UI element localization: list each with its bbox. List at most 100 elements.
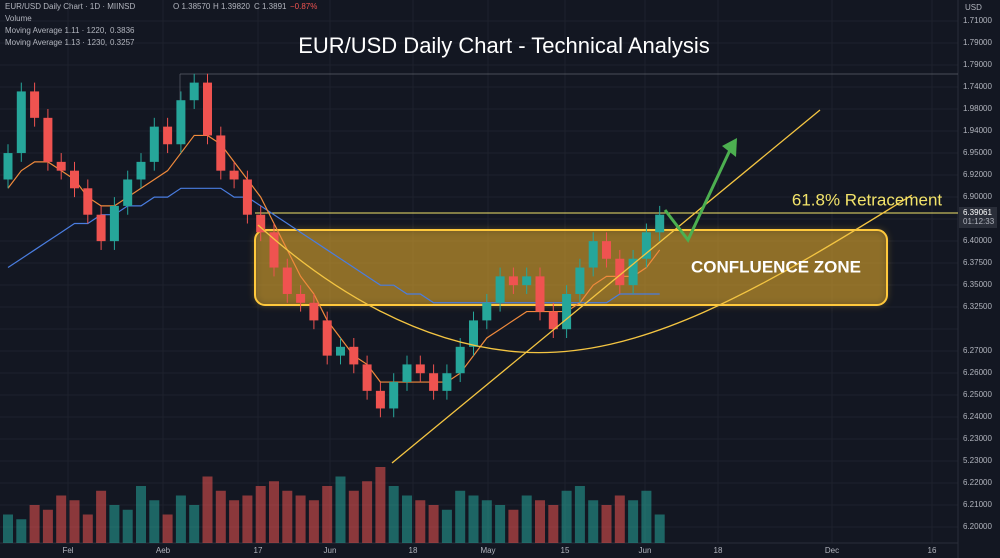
ohlc: C 1.3891 [254,2,287,11]
y-tick-label: 1.98000 [963,104,992,113]
y-tick-label: 1.79000 [963,60,992,69]
legend-item: Moving Average 1.11 · 1220, [5,26,107,35]
arrow-path [663,149,732,243]
y-tick-label: 6.21000 [963,500,992,509]
ohlc: H 1.39820 [213,2,250,11]
legend-value: 0.3257 [110,38,135,47]
volume-bar [441,509,452,543]
volume-bar [428,505,439,543]
candle-body [163,126,173,145]
candle-body [16,91,26,154]
y-tick-label: 6.26000 [963,368,992,377]
y-tick-label: 6.95000 [963,148,992,157]
volume-bar [82,514,93,543]
x-tick-label: 18 [714,546,723,555]
volume-bar [3,514,13,543]
volume-bar [495,505,506,543]
volume-bar [348,490,359,543]
volume-bar [641,490,652,543]
volume-bar [375,467,386,543]
candle-body [109,205,119,242]
candle-body [269,232,279,268]
x-tick-label: 16 [928,546,937,555]
volume-bar [42,509,53,543]
candle-body [522,276,532,286]
y-tick-label: 1.71000 [963,16,992,25]
y-tick-label: 6.24000 [963,412,992,421]
candle-body [628,258,638,286]
volume-bar [362,481,373,543]
trend-line [391,109,821,464]
candle-body [83,188,93,215]
x-tick-label: Jun [324,546,337,555]
candle-body [149,126,159,162]
volume-bar [628,500,639,543]
candle-body [43,117,53,162]
candle-body [203,82,212,136]
volume-bar [109,505,120,543]
candle-body [282,267,292,294]
volume-bar [69,500,80,543]
x-tick-label: 15 [561,546,570,555]
candle-body [189,82,199,101]
x-tick-label: 17 [254,546,263,555]
volume-bar [335,476,346,543]
candle-body [362,364,372,391]
x-tick-label: Aeb [156,546,171,555]
arc-curve [257,194,913,354]
candle-body [296,293,306,303]
y-tick-label: 1.94000 [963,126,992,135]
volume-bar [136,486,146,543]
candle-body [402,364,412,383]
legend-item: Moving Average 1.13 · 1230, [5,38,107,47]
moving-average [7,134,661,383]
volume-bar [229,500,240,543]
volume-bar [189,505,200,543]
volume-bar [149,500,160,543]
candle-body [30,91,40,118]
volume-bar [202,476,213,543]
candle-body [216,135,226,171]
y-tick-label: 6.37500 [963,258,992,267]
volume-bar [308,500,319,543]
candle-body [641,232,651,259]
y-tick-label: 6.25000 [963,390,992,399]
candle-body [415,364,425,374]
volume-bar [388,486,399,543]
candle-body [389,382,399,409]
y-tick-label: 6.32500 [963,302,992,311]
volume-bar [614,495,625,543]
candle-body [123,179,133,206]
candle-body [96,214,106,242]
x-tick-label: Dec [825,546,839,555]
candle-body [455,346,465,374]
ohlc: O 1.38570 [173,2,211,11]
volume-bar [255,486,266,543]
y-tick-label: 6.20000 [963,522,992,531]
volume-bar [468,495,479,543]
symbol: EUR/USD Daily Chart · 1D · MIINSD [5,2,135,11]
candle-body [588,241,598,268]
zone-label: CONFLUENCE ZONE [691,257,861,276]
volume-bar [588,500,599,543]
volume-bar [561,490,572,543]
x-tick-label: May [480,546,495,555]
candle-body [469,320,478,347]
candle-body [482,302,492,321]
candle-body [336,346,345,356]
candle-body [442,373,452,391]
volume-bar [322,486,333,543]
volume-bar [56,495,67,543]
candle-body [176,100,186,145]
volume-bar [574,486,585,543]
candle-body [136,161,146,180]
volume-bar [455,490,466,543]
chart-title: EUR/USD Daily Chart - Technical Analysis [298,33,710,58]
candle-layer [3,73,665,418]
y-tick-label: 6.23000 [963,434,992,443]
zone-glow [255,230,887,305]
y-tick-label: 6.40000 [963,236,992,245]
volume-bar [242,495,253,543]
axis-unit: USD [965,3,982,12]
